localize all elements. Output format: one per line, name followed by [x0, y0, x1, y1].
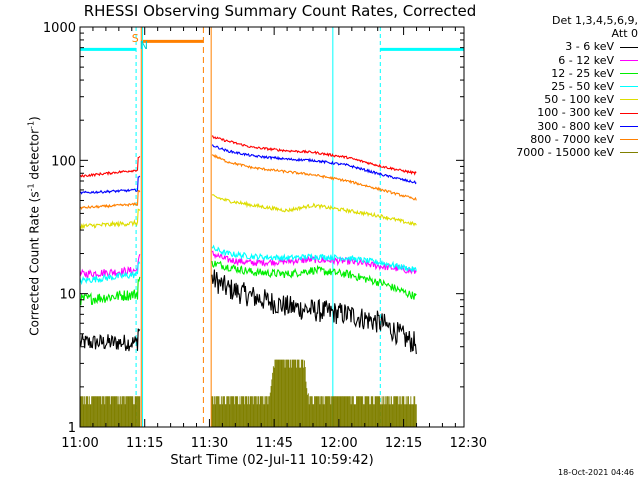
x-tick-label: 12:15 [385, 436, 422, 451]
x-tick-label: 12:30 [450, 436, 487, 451]
x-axis: 11:00 11:15 11:30 11:45 12:00 12:15 12:30 [61, 27, 487, 451]
y-tick-label: 1 [68, 421, 76, 436]
series-25-50kev-before [79, 260, 141, 286]
legend-item: 7000 - 15000 keV [482, 146, 638, 159]
series-300-800kev-before [79, 175, 141, 195]
legend-swatch [620, 59, 638, 61]
series-300-800kev-after [211, 144, 417, 185]
plot-frame [79, 26, 465, 428]
state-markers: SN [132, 32, 148, 52]
legend-label: 6 - 12 keV [558, 53, 614, 67]
legend-swatch [620, 46, 638, 48]
legend-label: 7000 - 15000 keV [516, 146, 614, 160]
legend-item: 12 - 25 keV [482, 67, 638, 80]
legend-label: 25 - 50 keV [551, 80, 614, 94]
attenuator-state-s: S [132, 32, 139, 45]
legend-swatch [620, 99, 638, 101]
series-100-300kev-before [79, 155, 141, 178]
status-bars [80, 39, 464, 51]
x-tick-label: 11:00 [61, 436, 98, 451]
series-group [79, 135, 417, 427]
attenuator-state-n: N [140, 39, 148, 52]
legend-item: 300 - 800 keV [482, 120, 638, 133]
series-12-25kev-after [211, 260, 417, 300]
x-tick-label: 12:00 [320, 436, 357, 451]
legend-item: 25 - 50 keV [482, 80, 638, 93]
legend-item: 800 - 7000 keV [482, 133, 638, 146]
y-axis: 1 10 100 1000 [43, 21, 464, 436]
y-tick-label: 10 [59, 288, 76, 303]
y-tick-label: 1000 [43, 21, 76, 36]
timestamp: 18-Oct-2021 04:46 [558, 468, 634, 477]
x-tick-label: 11:15 [126, 436, 163, 451]
series-6-12kev-after [211, 250, 417, 275]
series-3-6kev-before [79, 328, 141, 352]
legend-swatch [620, 152, 638, 154]
legend-label: 300 - 800 keV [537, 119, 614, 133]
legend-label: 50 - 100 keV [544, 93, 614, 107]
series-800-7000kev-after [211, 153, 417, 201]
legend-label: 12 - 25 keV [551, 66, 614, 80]
event-lines [135, 27, 381, 427]
series-3-6kev-after [211, 269, 417, 355]
legend-attenuator: Att 0 [611, 27, 638, 41]
legend-swatch [620, 138, 638, 140]
x-tick-label: 11:45 [255, 436, 292, 451]
series-6-12kev-before [79, 254, 141, 279]
legend-item: 3 - 6 keV [482, 40, 638, 53]
legend: Det 1,3,4,5,6,9, Att 0 3 - 6 keV 6 - 12 k… [482, 14, 638, 159]
y-axis-label: Corrected Count Rate (s-1 detector-1) [26, 116, 42, 336]
series-25-50kev-after [211, 244, 417, 273]
legend-label: 800 - 7000 keV [530, 132, 614, 146]
legend-swatch [620, 112, 638, 114]
x-tick-label: 11:30 [191, 436, 228, 451]
legend-swatch [620, 72, 638, 74]
legend-item: 50 - 100 keV [482, 93, 638, 106]
legend-swatch [620, 125, 638, 127]
legend-item: 6 - 12 keV [482, 54, 638, 67]
y-tick-label: 100 [51, 154, 76, 169]
series-12-25kev-before [79, 276, 141, 306]
legend-label: 100 - 300 keV [537, 106, 614, 120]
legend-header: Det 1,3,4,5,6,9, [551, 14, 638, 27]
legend-item: 100 - 300 keV [482, 106, 638, 119]
series-50-100kev-after [211, 194, 417, 227]
chart-title: RHESSI Observing Summary Count Rates, Co… [83, 2, 477, 20]
legend-label: 3 - 6 keV [565, 40, 614, 54]
series-50-100kev-before [79, 208, 141, 231]
x-axis-label: Start Time (02-Jul-11 10:59:42) [170, 453, 374, 468]
legend-swatch [620, 86, 638, 88]
series-800-7000kev-before [79, 190, 141, 211]
series-100-300kev-after [211, 135, 417, 176]
